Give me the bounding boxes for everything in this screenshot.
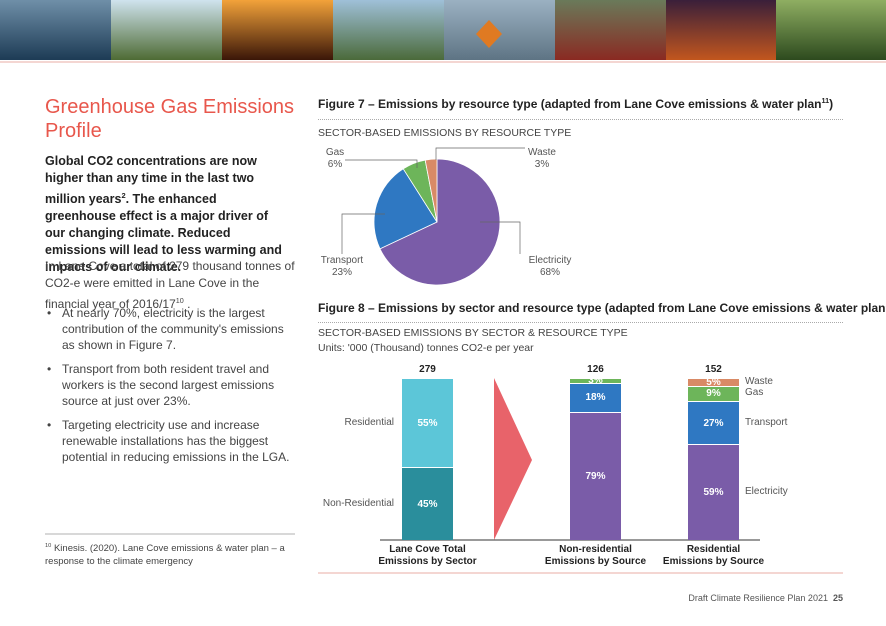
bullets: At nearly 70%, electricity is the larges… bbox=[45, 305, 295, 473]
sup: 10 bbox=[175, 296, 184, 305]
footer: Draft Climate Resilience Plan 2021 25 bbox=[600, 593, 843, 603]
leader-line bbox=[480, 221, 521, 254]
bullet: At nearly 70%, electricity is the larges… bbox=[45, 305, 295, 353]
leader-line bbox=[435, 147, 525, 160]
bar-segment: 79% bbox=[570, 412, 621, 540]
footnote: 10 Kinesis. (2020). Lane Cove emissions … bbox=[45, 540, 295, 568]
series-name: Non-Residential bbox=[322, 497, 394, 509]
data-label: 79% bbox=[585, 471, 606, 482]
text: Kinesis. (2020). Lane Cove emissions & w… bbox=[45, 543, 285, 568]
divider bbox=[318, 119, 843, 120]
data-label: 3% bbox=[588, 375, 603, 387]
bar-segment: 59% bbox=[688, 444, 739, 540]
text: . The enhanced greenhouse effect is a ma… bbox=[45, 192, 282, 275]
photo bbox=[333, 0, 444, 60]
x-tick-label: Lane Cove Total Emissions by Sector bbox=[378, 544, 477, 567]
figure-title: Figure 7 – Emissions by resource type (a… bbox=[318, 96, 833, 111]
photo bbox=[666, 0, 776, 60]
sup: 2 bbox=[121, 191, 126, 200]
text: Figure 7 – Emissions by resource type (a… bbox=[318, 97, 822, 111]
series-name: Waste bbox=[745, 376, 773, 388]
slice-name: Gas bbox=[325, 147, 345, 158]
data-label: 18% bbox=[585, 392, 606, 404]
slice-label: 68% bbox=[539, 267, 560, 278]
slice-label: 6% bbox=[327, 159, 343, 170]
series-name: Transport bbox=[745, 416, 788, 428]
photo bbox=[0, 0, 111, 60]
photo bbox=[111, 0, 222, 60]
bar-segment: 3% bbox=[570, 375, 621, 387]
data-label: 59% bbox=[703, 487, 724, 499]
sign-icon bbox=[476, 20, 502, 48]
page-number: 25 bbox=[832, 593, 843, 603]
photo bbox=[222, 0, 333, 60]
bar-segment: 27% bbox=[688, 400, 739, 445]
bar-total: 126 bbox=[587, 364, 604, 375]
data-label: 45% bbox=[417, 498, 438, 510]
bar-segment: 55% bbox=[402, 378, 453, 468]
x-tick-label: Non-residential Emissions by Source bbox=[544, 544, 647, 567]
series-name: Gas bbox=[745, 387, 764, 399]
text: In Lane Cove a total of 279 thousand ton… bbox=[45, 259, 295, 311]
subtitle: SECTOR-BASED EMISSIONS BY SECTOR & RESOU… bbox=[318, 327, 628, 339]
bar-segment: 18% bbox=[570, 382, 621, 413]
bar-segment: 5% bbox=[688, 377, 739, 389]
pie bbox=[341, 147, 525, 286]
series-name: Residential bbox=[344, 416, 394, 428]
data-label: 5% bbox=[706, 377, 721, 389]
x-tick-label: Residential Emissions by Source bbox=[662, 544, 765, 567]
units: Units: '000 (Thousand) tonnes CO2-e per … bbox=[318, 342, 534, 354]
bar-segment: 45% bbox=[402, 467, 453, 540]
text: Global CO2 concentrations are now higher… bbox=[45, 154, 257, 207]
sup: 11 bbox=[821, 96, 830, 105]
photo bbox=[444, 0, 555, 60]
pie-slice bbox=[424, 158, 438, 223]
figure-title: Figure 8 – Emissions by sector and resou… bbox=[318, 300, 886, 315]
slice-label: 23% bbox=[331, 267, 352, 278]
photo bbox=[776, 0, 886, 60]
arrow bbox=[494, 378, 532, 540]
pie-slice bbox=[373, 168, 438, 250]
lead: Global CO2 concentrations are now higher… bbox=[45, 153, 290, 276]
bar-total: 152 bbox=[705, 364, 722, 375]
bar-segment: 9% bbox=[688, 386, 739, 401]
bar-total: 279 bbox=[419, 364, 436, 375]
data-label: 9% bbox=[706, 388, 721, 400]
slice-name: Waste bbox=[528, 147, 556, 158]
divider bbox=[318, 322, 843, 323]
leader-line bbox=[345, 159, 418, 168]
leader-line bbox=[341, 213, 385, 254]
pie-slice bbox=[379, 158, 501, 286]
text: . bbox=[183, 297, 191, 311]
data-label: 55% bbox=[417, 417, 438, 429]
bullet: Transport from both resident travel and … bbox=[45, 361, 295, 409]
bullet: Targeting electricity use and increase r… bbox=[45, 417, 295, 465]
subtitle: SECTOR-BASED EMISSIONS BY RESOURCE TYPE bbox=[318, 127, 572, 139]
text: ) bbox=[829, 97, 834, 111]
data-label: 27% bbox=[703, 417, 724, 429]
doc-title: Draft Climate Resilience Plan 2021 bbox=[688, 593, 828, 603]
title: Greenhouse Gas Emissions Profile bbox=[45, 96, 295, 142]
slice-name: Electricity bbox=[528, 255, 572, 266]
text: Figure 8 – Emissions by sector and resou… bbox=[318, 301, 886, 315]
slice-name: Transport bbox=[320, 255, 364, 266]
sup: 10 bbox=[45, 543, 52, 549]
slice-label: 3% bbox=[534, 159, 550, 170]
series-name: Electricity bbox=[745, 486, 788, 498]
photo bbox=[555, 0, 666, 60]
